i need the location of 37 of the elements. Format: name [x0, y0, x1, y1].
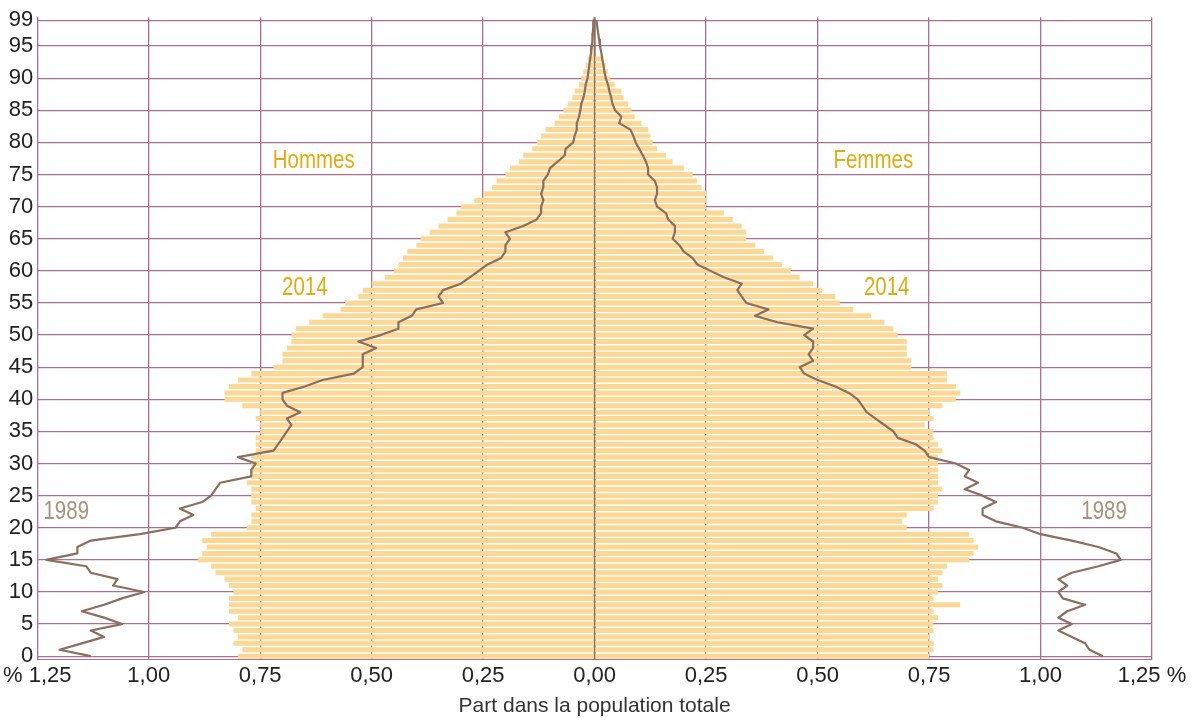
y-tick-label: 15: [8, 545, 34, 571]
annotation: 2014: [863, 272, 910, 301]
y-tick-label: 60: [8, 256, 34, 282]
x-tick-label: 0,75: [238, 661, 282, 687]
y-tick-label: 75: [8, 160, 34, 186]
annotation: 1989: [43, 495, 90, 525]
y-tick-label: 50: [8, 321, 34, 347]
x-tick-label: 0,00: [573, 661, 617, 687]
y-tick-label: 5: [21, 610, 34, 636]
y-tick-label: 99: [8, 6, 34, 32]
x-axis-title: Part dans la population totale: [458, 693, 731, 717]
y-tick-label: 55: [8, 289, 34, 315]
y-tick-label: 45: [8, 353, 34, 379]
x-tick-label: 1,25 %: [1117, 661, 1187, 687]
x-tick-label: 0,50: [796, 661, 839, 687]
annotation: 1989: [1081, 495, 1127, 525]
y-tick-label: 30: [8, 449, 34, 475]
x-tick-label: 0,50: [350, 661, 394, 687]
y-tick-label: 70: [8, 192, 34, 218]
x-tick-label: 0,25: [684, 661, 728, 687]
annotation: Hommes: [272, 144, 355, 174]
y-tick-label: 90: [8, 64, 34, 90]
y-tick-label: 85: [8, 96, 34, 122]
annotation: 2014: [281, 272, 328, 301]
y-tick-label: 95: [8, 32, 34, 58]
y-tick-label: 40: [8, 385, 34, 411]
y-tick-label: 10: [8, 578, 34, 604]
x-tick-label: 0,25: [461, 661, 505, 687]
x-tick-label: 1,00: [1019, 661, 1062, 687]
y-tick-label: 20: [8, 513, 34, 539]
annotation: Femmes: [833, 144, 914, 174]
y-tick-label: 35: [8, 417, 34, 443]
x-tick-label: 1,00: [127, 661, 171, 687]
x-tick-label: 0,75: [907, 661, 951, 687]
y-tick-label: 65: [8, 224, 34, 250]
y-tick-label: 25: [8, 481, 34, 507]
y-tick-label: 80: [8, 128, 34, 154]
